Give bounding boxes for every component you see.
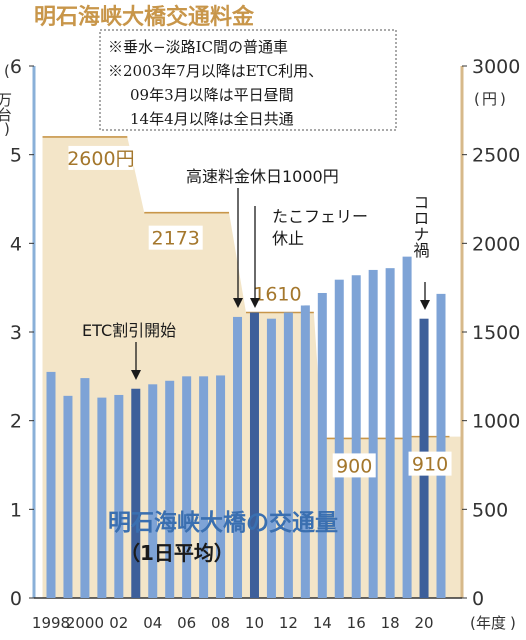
- left-unit-open: (: [4, 62, 10, 80]
- bar-2021: [436, 293, 446, 598]
- traffic-title: 明石海峡大橋の交通量: [108, 509, 338, 536]
- annotation-kosoku-arrow: [233, 298, 243, 308]
- left-unit-text: 万台: [0, 92, 13, 122]
- bar-2011: [266, 318, 276, 598]
- toll-label-bg: [250, 281, 305, 306]
- left-tick-label: 4: [10, 233, 22, 255]
- annotation-corona-arrow: [420, 300, 430, 310]
- toll-label-bg: [148, 225, 203, 250]
- toll-label-bg: [408, 451, 452, 476]
- bar-2015: [334, 279, 344, 598]
- x-tick-label: 18: [381, 614, 400, 632]
- right-tick-label: 2000: [472, 233, 520, 255]
- x-unit-text: 年度: [476, 614, 506, 632]
- left-tick-label: 5: [10, 145, 22, 167]
- right-tick-label: 1000: [472, 411, 520, 433]
- bar-2016: [351, 275, 361, 598]
- annotation-ferry-1: たこフェリー: [272, 207, 368, 226]
- chart-title: 明石海峡大橋交通料金: [34, 4, 255, 30]
- right-tick-label: 500: [472, 499, 508, 521]
- x-tick-label: 08: [211, 614, 230, 632]
- bar-2008: [216, 375, 226, 598]
- annotation-etc: ETC割引開始: [82, 321, 176, 340]
- annotation-ferry-arrow: [250, 298, 260, 308]
- bar-2003: [131, 388, 141, 598]
- x-tick-label: 1998: [32, 614, 70, 632]
- right-unit-open: (: [474, 90, 480, 108]
- notes-box: [99, 29, 397, 131]
- bar-2005: [165, 380, 175, 598]
- x-unit-label: (: [470, 614, 476, 632]
- note-line-3: 09年3月以降は平日昼間: [130, 86, 294, 104]
- toll-label: 1610: [253, 283, 301, 305]
- note-line-2: ※2003年7月以降はETC利用、: [108, 62, 323, 80]
- toll-label: 2173: [152, 228, 200, 250]
- left-tick-label: 3: [10, 322, 22, 344]
- bar-2017: [368, 269, 378, 598]
- x-tick-label: 10: [245, 614, 264, 632]
- x-unit-close: ): [510, 614, 516, 632]
- toll-label: 2600円: [67, 148, 134, 170]
- x-tick-label: 20: [414, 614, 433, 632]
- bar-1998: [46, 371, 56, 598]
- bar-2004: [148, 384, 158, 598]
- toll-label-bg: [68, 145, 134, 170]
- x-tick-label: 12: [279, 614, 298, 632]
- bar-2018: [385, 268, 395, 598]
- right-tick-label: 3000: [472, 56, 520, 78]
- right-tick-label: 0: [472, 588, 484, 610]
- bar-2012: [283, 312, 293, 598]
- bar-2002: [114, 394, 124, 598]
- bar-2000: [80, 378, 90, 598]
- annotation-etc-arrow: [131, 370, 141, 380]
- left-tick-label: 6: [10, 56, 22, 78]
- bar-2006: [182, 376, 192, 598]
- bars-layer: [46, 256, 446, 598]
- x-tick-label: 16: [347, 614, 366, 632]
- toll-label: 910: [412, 454, 448, 476]
- x-tick-label: 04: [143, 614, 162, 632]
- bar-2007: [199, 376, 209, 598]
- right-unit-text: 円: [482, 90, 497, 108]
- left-tick-label: 2: [10, 411, 22, 433]
- x-tick-label: 14: [313, 614, 332, 632]
- bar-2001: [97, 397, 107, 598]
- bar-2019: [402, 256, 412, 598]
- traffic-subtitle: （1日平均）: [120, 541, 234, 565]
- right-unit-close: ): [500, 90, 506, 108]
- left-ticks-layer: 0 1 2 3 4 5 6: [10, 56, 34, 610]
- x-tick-label: 06: [177, 614, 196, 632]
- bar-2009: [233, 316, 243, 598]
- left-tick-label: 0: [10, 588, 22, 610]
- toll-labels-layer: 2600円 2173 1610 900 910: [67, 145, 452, 478]
- right-tick-label: 2500: [472, 145, 520, 167]
- toll-label-bg: [332, 453, 376, 478]
- toll-label: 900: [336, 455, 372, 477]
- x-tick-label: 2000: [66, 614, 104, 632]
- bar-2013: [300, 305, 310, 598]
- annotation-corona: コロナ禍: [411, 194, 430, 259]
- left-tick-label: 1: [10, 499, 22, 521]
- note-line-1: ※垂水−淡路IC間の普通車: [108, 38, 288, 56]
- note-line-4: 14年4月以降は全日共通: [130, 110, 294, 128]
- x-tick-label: 02: [109, 614, 128, 632]
- right-tick-label: 1500: [472, 322, 520, 344]
- annotation-ferry-2: 休止: [272, 229, 304, 248]
- left-unit-close: ): [4, 120, 10, 138]
- bar-2014: [317, 292, 327, 598]
- bar-1999: [63, 395, 73, 598]
- annotation-kosoku: 高速料金休日1000円: [186, 167, 339, 186]
- bar-2010: [249, 312, 259, 598]
- right-ticks-layer: 0 500 1000 1500 2000 2500 3000: [462, 56, 520, 610]
